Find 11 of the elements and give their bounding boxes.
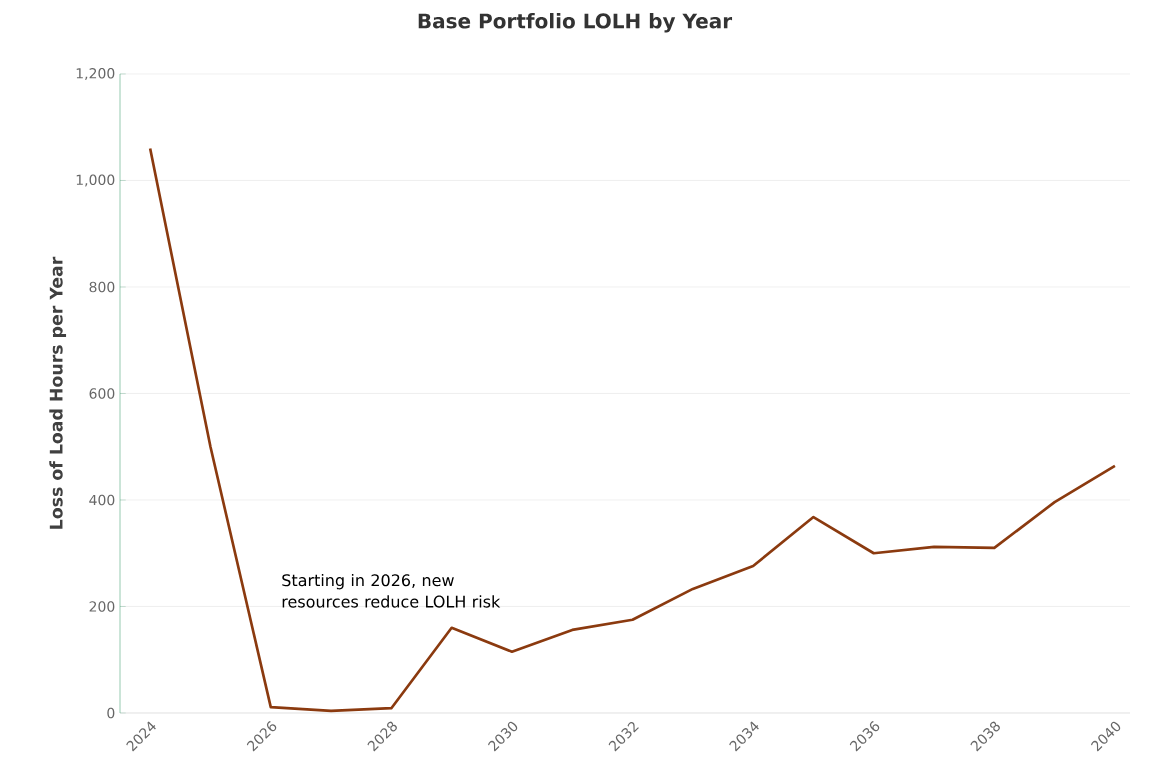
y-tick-label: 1,200	[76, 67, 115, 80]
chart-title: Base Portfolio LOLH by Year	[418, 13, 733, 33]
line-series	[148, 147, 1117, 713]
y-tick-label: 400	[89, 494, 115, 506]
y-tick-label: 0	[107, 707, 115, 719]
annotation: Starting in 2026, new resources reduce LOLH risk	[282, 573, 501, 608]
y-axis-title: Loss of Load Hours per Year	[49, 256, 67, 529]
y-tick-label: 600	[89, 388, 115, 399]
y-tick-label: 800	[89, 281, 115, 293]
y-tick-label: 200	[89, 601, 115, 612]
y-tick-label: 1,000	[76, 174, 115, 187]
